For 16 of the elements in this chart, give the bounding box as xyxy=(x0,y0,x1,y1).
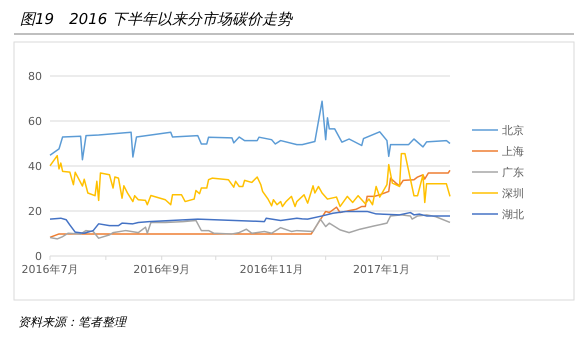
legend-label: 北京 xyxy=(502,124,524,137)
chart-title: 图19 2016 下半年以来分市场碳价走势 xyxy=(20,10,294,28)
y-tick-label: 20 xyxy=(28,205,42,218)
x-tick-label: 2017年1月 xyxy=(353,263,410,276)
x-tick-label: 2016年7月 xyxy=(22,263,78,276)
y-tick-label: 40 xyxy=(28,160,42,173)
legend-label: 上海 xyxy=(502,145,524,158)
legend-label: 广东 xyxy=(502,166,524,179)
legend-label: 深圳 xyxy=(502,187,524,200)
legend-label: 湖北 xyxy=(502,208,524,221)
x-tick-label: 2016年9月 xyxy=(133,263,190,276)
text: 资料来源：笔者整理 xyxy=(18,315,128,329)
y-tick-label: 60 xyxy=(28,115,42,128)
y-tick-label: 80 xyxy=(28,70,42,83)
y-tick-label: 0 xyxy=(35,250,42,263)
x-tick-label: 2016年11月 xyxy=(240,263,304,276)
